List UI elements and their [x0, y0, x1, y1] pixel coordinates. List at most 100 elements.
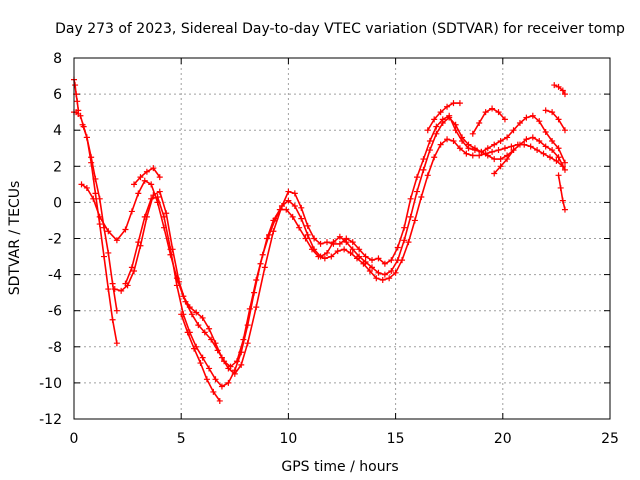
data-point — [111, 286, 118, 293]
data-point — [161, 213, 168, 220]
data-point — [270, 217, 277, 224]
data-point — [401, 224, 408, 231]
x-tick-label: 5 — [177, 431, 186, 447]
data-point — [362, 253, 369, 260]
data-point — [450, 100, 457, 107]
data-point — [244, 322, 251, 329]
data-point — [508, 143, 515, 150]
y-tick-label: -4 — [48, 268, 62, 284]
data-point — [456, 100, 463, 107]
data-point — [437, 109, 444, 116]
data-point — [304, 222, 311, 229]
series-6 — [111, 114, 568, 370]
data-point — [431, 116, 438, 123]
data-point — [193, 309, 200, 316]
data-point — [407, 213, 414, 220]
series-trace — [81, 115, 566, 375]
data-point — [135, 239, 142, 246]
data-point — [109, 280, 116, 287]
data-point — [399, 257, 406, 264]
data-point — [225, 379, 232, 386]
data-point — [208, 336, 215, 343]
data-point — [559, 163, 566, 170]
data-point — [96, 221, 103, 228]
data-point — [74, 98, 81, 105]
data-point — [401, 237, 408, 244]
data-point — [510, 147, 517, 154]
series-trace — [545, 109, 566, 131]
data-point — [270, 228, 277, 235]
data-point — [216, 397, 223, 404]
data-point — [323, 239, 330, 246]
data-point — [424, 127, 431, 134]
data-point — [407, 195, 414, 202]
data-point — [221, 358, 228, 365]
data-point — [182, 298, 189, 305]
series-7 — [122, 136, 566, 390]
data-point — [456, 145, 463, 152]
data-point — [131, 181, 138, 188]
series-9 — [178, 311, 223, 404]
data-point — [373, 275, 380, 282]
data-point — [203, 376, 210, 383]
data-point — [536, 118, 543, 125]
data-point — [555, 172, 562, 179]
data-point — [156, 174, 163, 181]
data-point — [131, 267, 138, 274]
data-point — [101, 253, 108, 260]
data-point — [431, 154, 438, 161]
data-point — [347, 249, 354, 256]
x-tick-label: 25 — [601, 431, 619, 447]
series-trace — [493, 149, 515, 175]
data-point — [501, 116, 508, 123]
data-point — [343, 239, 350, 246]
data-point — [411, 217, 418, 224]
data-point — [251, 289, 258, 296]
data-point — [452, 121, 459, 128]
data-point — [433, 123, 440, 130]
data-point — [291, 190, 298, 197]
data-point — [78, 181, 85, 188]
data-point — [311, 235, 318, 242]
data-point — [122, 226, 129, 233]
data-point — [201, 329, 208, 336]
data-point — [137, 242, 144, 249]
data-point — [330, 239, 337, 246]
data-point — [263, 235, 270, 242]
data-point — [437, 141, 444, 148]
data-point — [291, 203, 298, 210]
data-point — [154, 193, 161, 200]
y-tick-label: -8 — [48, 340, 62, 356]
data-point — [521, 141, 528, 148]
data-point — [206, 365, 213, 372]
data-point — [128, 208, 135, 215]
y-tick-label: 8 — [53, 51, 62, 67]
data-point — [549, 138, 556, 145]
data-point — [113, 307, 120, 314]
data-point — [349, 239, 356, 246]
data-point — [446, 114, 453, 121]
data-point — [561, 91, 568, 98]
data-point — [334, 248, 341, 255]
data-point — [504, 156, 511, 163]
data-point — [405, 239, 412, 246]
data-point — [484, 145, 491, 152]
data-point — [476, 152, 483, 159]
x-tick-label: 10 — [279, 431, 297, 447]
data-point — [497, 138, 504, 145]
series-trace — [472, 107, 506, 135]
data-point — [77, 112, 84, 119]
data-point — [491, 170, 498, 177]
data-point — [439, 119, 446, 126]
data-point — [414, 174, 421, 181]
data-point — [83, 134, 90, 141]
data-point — [188, 311, 195, 318]
data-point — [534, 147, 541, 154]
data-point — [218, 383, 225, 390]
data-point — [156, 188, 163, 195]
series-8 — [131, 165, 163, 188]
plot-frame — [73, 57, 611, 420]
data-point — [426, 147, 433, 154]
data-point — [341, 246, 348, 253]
data-point — [349, 246, 356, 253]
